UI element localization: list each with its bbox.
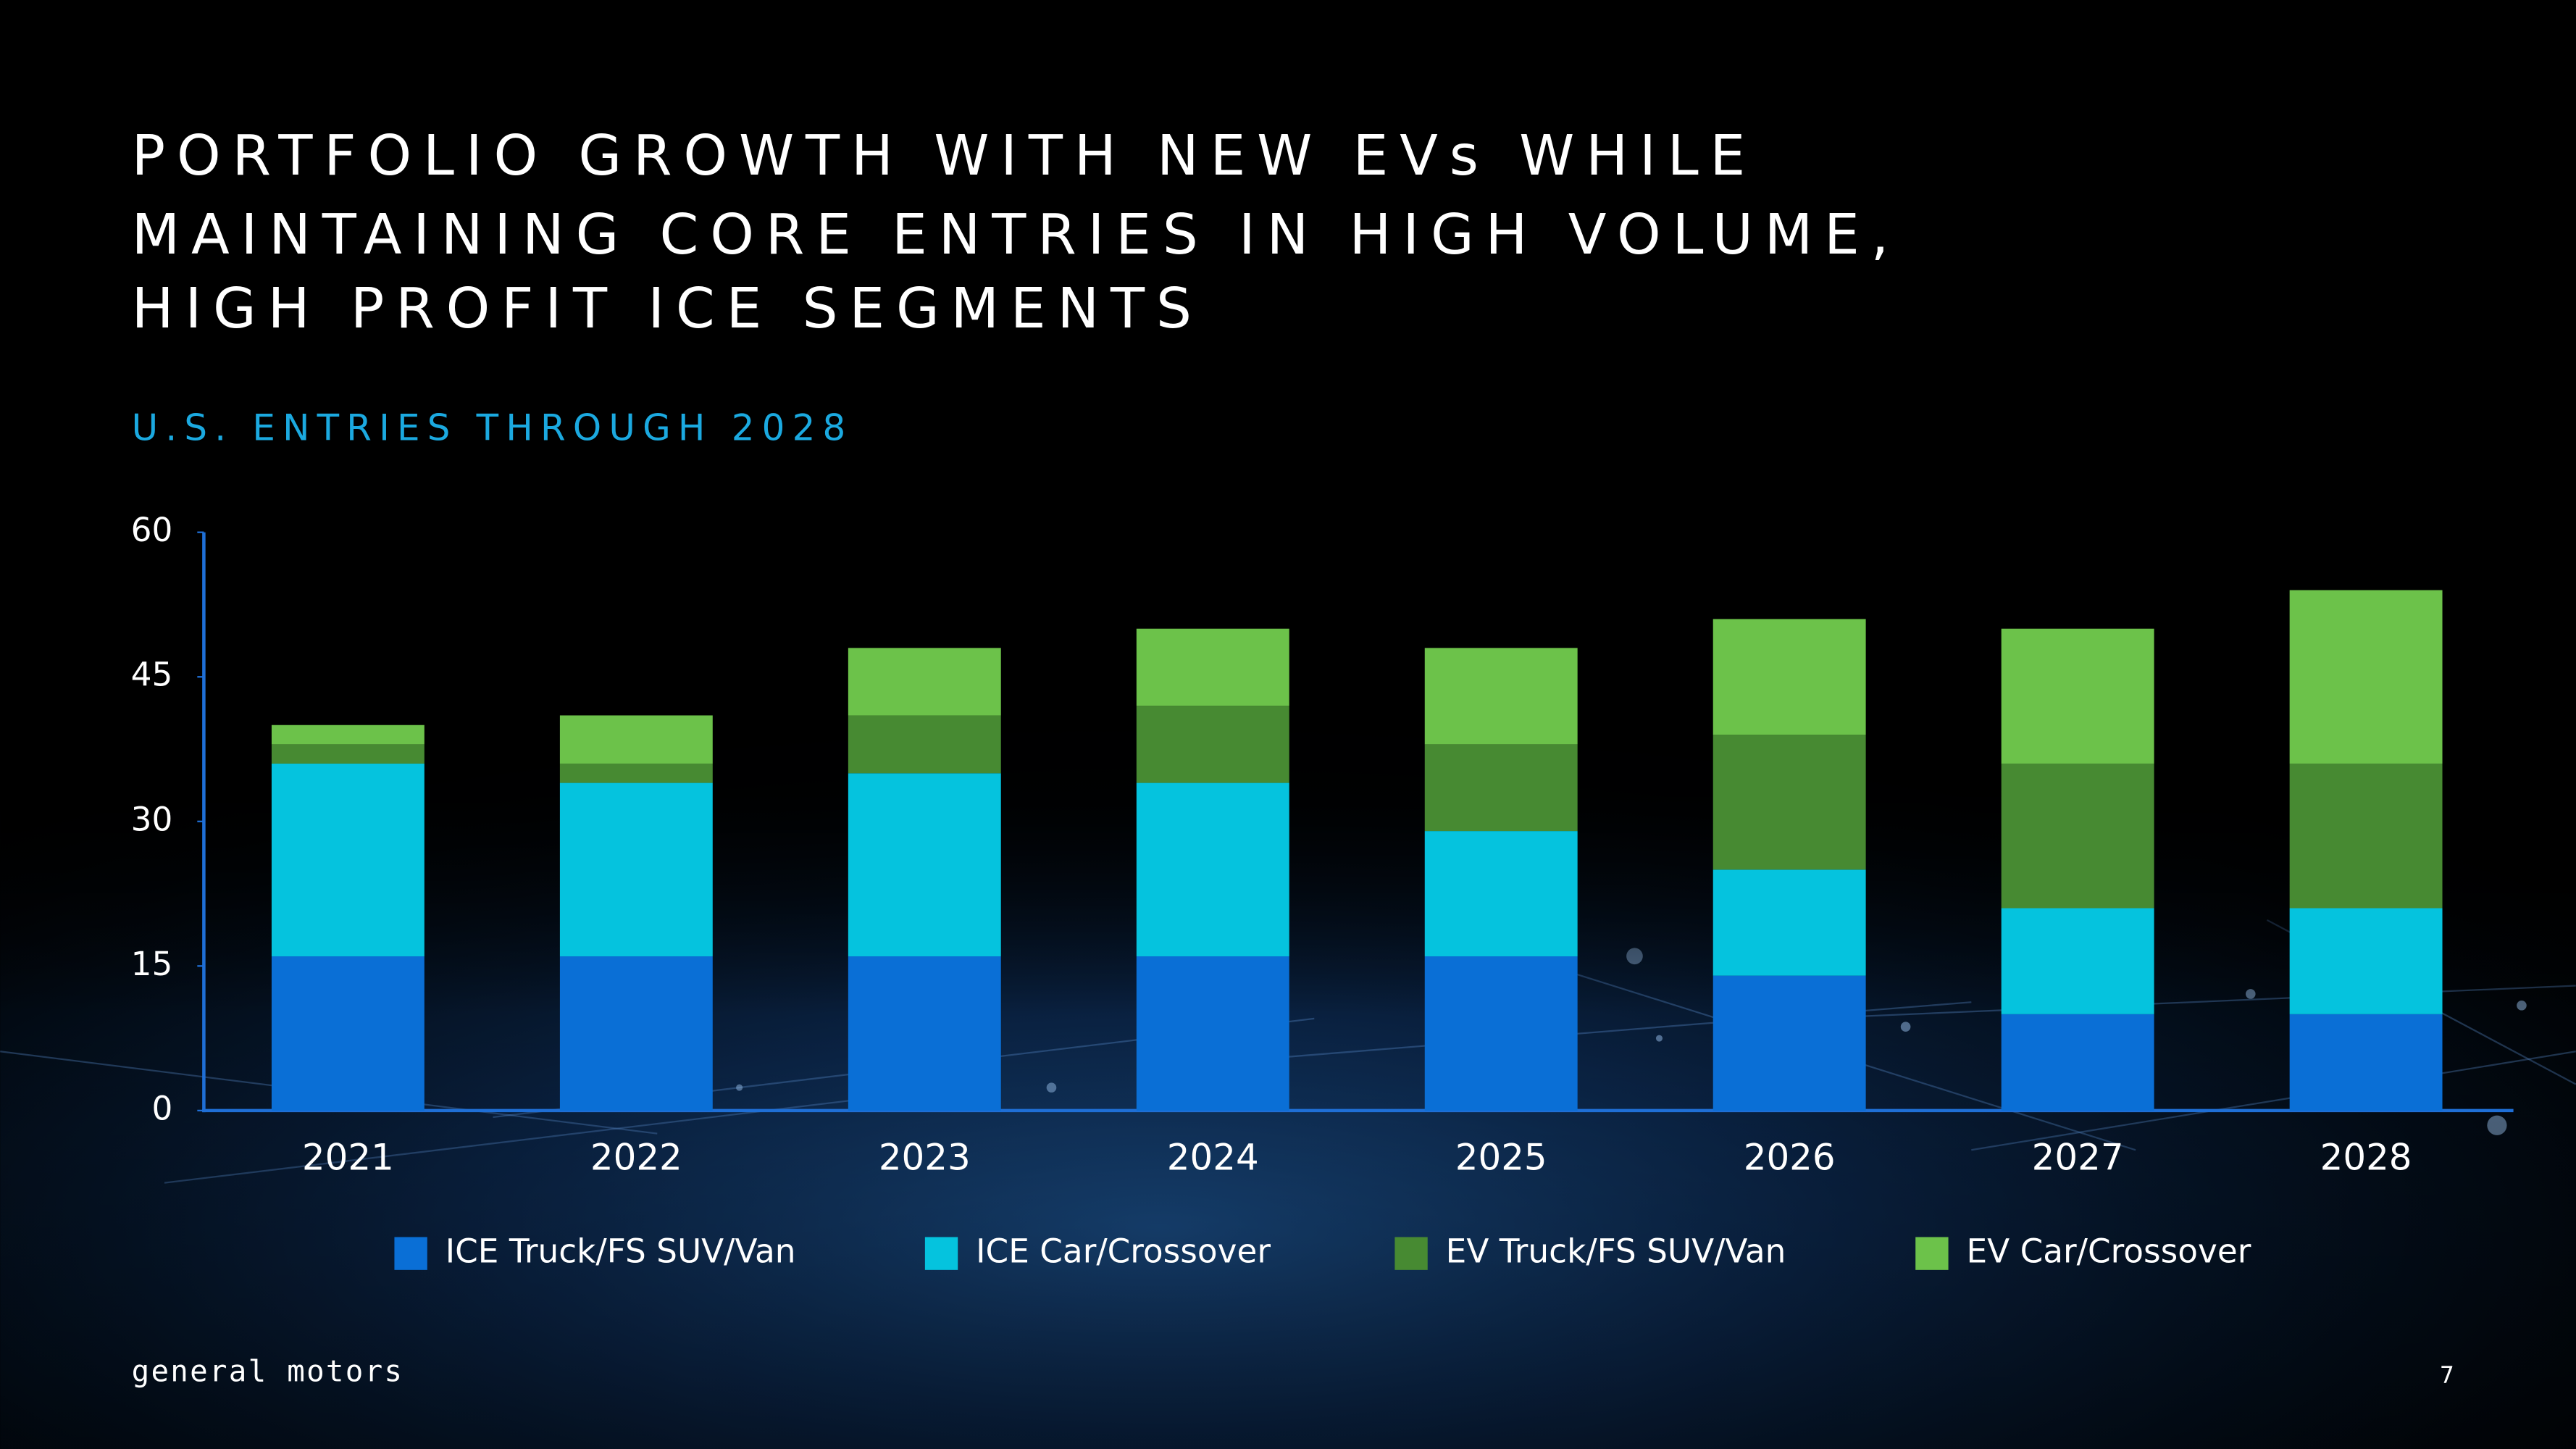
legend-label: ICE Car/Crossover: [976, 1232, 1271, 1271]
bar-segment: [1424, 956, 1578, 1111]
legend-label: EV Car/Crossover: [1967, 1232, 2251, 1271]
y-tick-label: 45: [131, 656, 173, 694]
bar-segment: [271, 744, 425, 764]
bar-segment: [559, 715, 713, 764]
bar-segment: [1424, 831, 1578, 957]
y-tick-label: 60: [131, 511, 173, 549]
bar-segment: [1424, 744, 1578, 832]
x-tick-label: 2027: [2032, 1136, 2124, 1178]
bar-segment: [271, 763, 425, 957]
bar-segment: [2001, 1014, 2154, 1111]
bar-segment: [2289, 1014, 2443, 1111]
bar-segment: [559, 956, 713, 1111]
x-tick-label: 2022: [590, 1136, 682, 1178]
bar-segment: [2001, 628, 2154, 764]
bar-segment: [1424, 648, 1578, 745]
bar-segment: [1136, 782, 1289, 957]
legend-label: EV Truck/FS SUV/Van: [1446, 1232, 1786, 1271]
bar-segment: [559, 763, 713, 783]
bar-segment: [1713, 869, 1866, 976]
bar-segment: [1136, 706, 1289, 783]
bar-segment: [2001, 908, 2154, 1014]
legend-swatch: [1915, 1237, 1949, 1270]
y-tick-label: 0: [151, 1089, 172, 1127]
brand: general motors: [132, 1354, 404, 1389]
bar-segment: [1713, 619, 1866, 735]
bar-segment: [2289, 590, 2443, 764]
legend-swatch: [924, 1237, 958, 1270]
x-tick-label: 2024: [1167, 1136, 1259, 1178]
x-tick-label: 2023: [879, 1136, 971, 1178]
y-tick-label: 30: [131, 800, 173, 838]
x-tick-label: 2028: [2320, 1136, 2412, 1178]
bar-segment: [1136, 628, 1289, 706]
x-tick-label: 2021: [302, 1136, 394, 1178]
bar-segment: [1136, 956, 1289, 1111]
x-tick-label: 2026: [1744, 1136, 1836, 1178]
y-tick-label: 15: [131, 945, 173, 983]
bar-segment: [559, 782, 713, 957]
title-line: PORTFOLIO GROWTH WITH NEW EVs WHILE: [132, 123, 1757, 188]
title-line: MAINTAINING CORE ENTRIES IN HIGH VOLUME,: [132, 202, 1901, 267]
bar-segment: [271, 956, 425, 1111]
bar-segment: [1713, 975, 1866, 1111]
bar-segment: [2289, 908, 2443, 1014]
legend-swatch: [394, 1237, 427, 1270]
bar-segment: [271, 724, 425, 745]
bar-segment: [1713, 735, 1866, 870]
legend-swatch: [1394, 1237, 1428, 1270]
bar-segment: [848, 956, 1001, 1111]
page-number: 7: [2440, 1363, 2454, 1389]
bar-segment: [848, 715, 1001, 774]
title-line: HIGH PROFIT ICE SEGMENTS: [132, 276, 1203, 341]
subtitle: U.S. ENTRIES THROUGH 2028: [132, 407, 853, 449]
bar-segment: [2001, 763, 2154, 909]
bar-segment: [2289, 763, 2443, 909]
legend-label: ICE Truck/FS SUV/Van: [446, 1232, 796, 1271]
bar-segment: [848, 648, 1001, 716]
x-tick-label: 2025: [1455, 1136, 1547, 1178]
bar-segment: [848, 773, 1001, 957]
